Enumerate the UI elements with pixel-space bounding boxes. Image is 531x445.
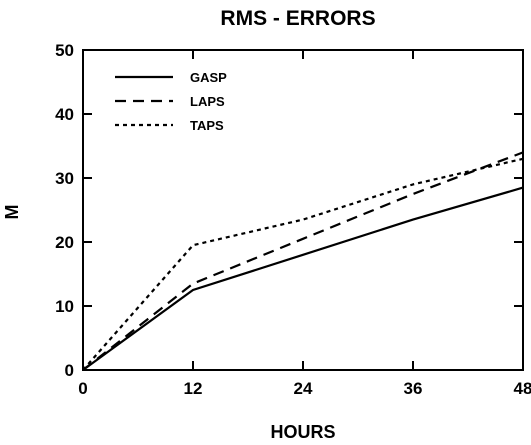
y-tick-label: 0: [65, 361, 74, 380]
y-tick-label: 50: [55, 41, 74, 60]
x-tick-label: 48: [514, 379, 531, 398]
x-tick-label: 36: [404, 379, 423, 398]
y-tick-label: 30: [55, 169, 74, 188]
legend: GASP LAPS TAPS: [115, 70, 227, 133]
chart-title: RMS - ERRORS: [220, 7, 375, 30]
x-axis: 0 12 24 36 48: [78, 50, 531, 398]
y-tick-label: 10: [55, 297, 74, 316]
legend-label-gasp: GASP: [190, 70, 227, 85]
x-tick-label: 0: [78, 379, 87, 398]
x-axis-label: HOURS: [270, 422, 335, 442]
series-line-laps: [82, 151, 524, 371]
y-axis-label: M: [2, 205, 22, 220]
y-tick-label: 20: [55, 233, 74, 252]
x-tick-label: 12: [184, 379, 203, 398]
x-tick-label: 24: [294, 379, 313, 398]
series-line-taps: [82, 157, 524, 371]
legend-label-laps: LAPS: [190, 94, 225, 109]
y-tick-label: 40: [55, 105, 74, 124]
series-lines: [82, 151, 524, 371]
legend-label-taps: TAPS: [190, 118, 224, 133]
series-line-gasp: [82, 186, 524, 371]
y-axis: 0 10 20 30 40 50: [55, 41, 523, 380]
